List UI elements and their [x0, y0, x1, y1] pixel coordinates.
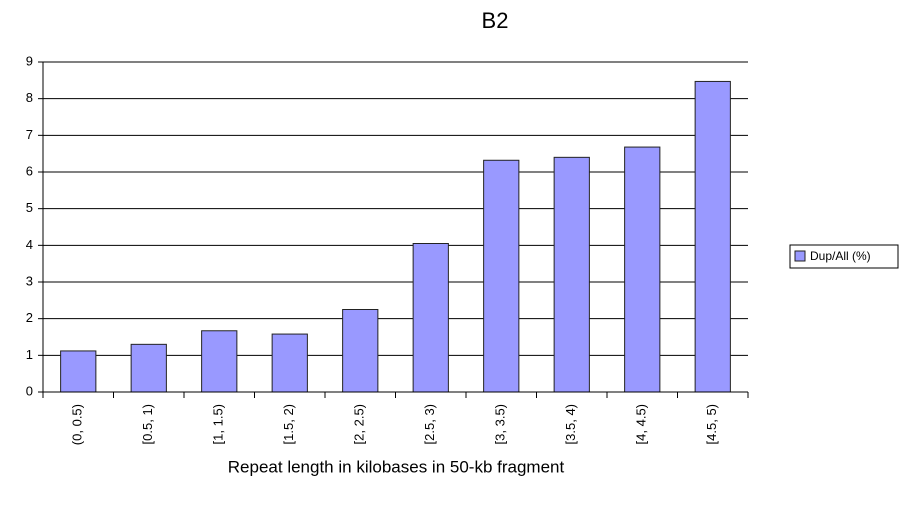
x-tick-label: (0, 0.5): [70, 404, 85, 445]
x-tick-label: [3, 3.5): [493, 404, 508, 444]
bar: [201, 330, 238, 393]
x-axis-label: Repeat length in kilobases in 50-kb frag…: [228, 457, 565, 476]
y-tick-label: 4: [26, 237, 33, 252]
y-tick-label: 3: [26, 273, 33, 288]
x-tick-label: [0.5, 1): [140, 404, 155, 444]
x-tick-label: [3.5, 4): [563, 404, 578, 444]
legend-label: Dup/All (%): [810, 249, 871, 263]
y-tick-label: 0: [26, 383, 33, 398]
y-tick-label: 5: [26, 200, 33, 215]
bar: [624, 146, 661, 393]
x-tick-label: [2.5, 3): [422, 404, 437, 444]
chart-title: B2: [482, 8, 509, 33]
y-tick-label: 2: [26, 310, 33, 325]
bar: [342, 309, 379, 393]
bar: [553, 156, 590, 393]
bar: [130, 343, 167, 393]
x-tick-label: [4, 4.5): [634, 404, 649, 444]
bar: [694, 80, 731, 393]
bar: [60, 350, 97, 393]
x-tick-label: [1.5, 2): [281, 404, 296, 444]
y-tick-label: 1: [26, 347, 33, 362]
bar: [271, 333, 308, 393]
legend-box: [789, 244, 899, 269]
y-tick-label: 6: [26, 163, 33, 178]
legend-swatch: [794, 250, 806, 262]
y-tick-label: 9: [26, 53, 33, 68]
bar: [412, 243, 449, 393]
x-tick-label: [2, 2.5): [352, 404, 367, 444]
y-tick-label: 8: [26, 90, 33, 105]
bar: [483, 159, 520, 393]
x-tick-label: [1, 1.5): [211, 404, 226, 444]
x-tick-label: [4.5, 5): [704, 404, 719, 444]
y-tick-label: 7: [26, 127, 33, 142]
